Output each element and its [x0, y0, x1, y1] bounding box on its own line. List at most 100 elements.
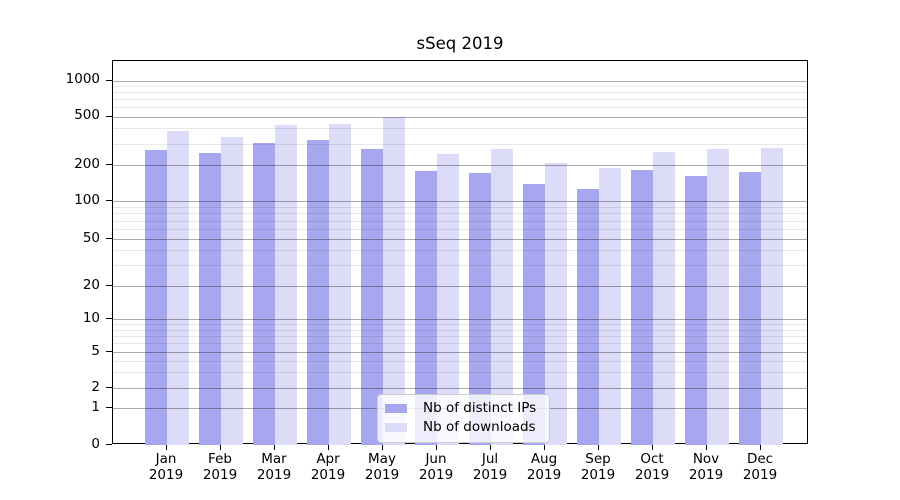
bar-nov-distinct-ips — [685, 176, 707, 445]
y-tick-mark — [106, 351, 112, 352]
bar-sep-distinct-ips — [577, 188, 599, 445]
y-tick-mark — [106, 285, 112, 286]
bar-may-downloads — [383, 117, 405, 445]
minor-gridline — [113, 343, 807, 345]
minor-gridline — [113, 335, 807, 337]
major-gridline — [113, 116, 807, 118]
bar-jun-distinct-ips — [415, 171, 437, 445]
major-gridline — [113, 80, 807, 82]
y-tick-label: 0 — [91, 435, 100, 452]
x-tick-mark — [490, 445, 491, 450]
minor-gridline — [113, 92, 807, 94]
bar-aug-distinct-ips — [523, 184, 545, 445]
y-tick-mark — [106, 115, 112, 117]
bar-may-distinct-ips — [361, 149, 383, 445]
legend-row-distinct-ips: Nb of distinct IPs — [378, 399, 549, 418]
minor-gridline — [113, 360, 807, 362]
y-tick-label: 20 — [82, 276, 100, 293]
minor-gridline — [113, 143, 807, 145]
bar-apr-downloads — [329, 124, 351, 445]
major-gridline — [113, 286, 807, 287]
y-tick-mark — [106, 407, 112, 408]
y-tick-mark — [106, 200, 112, 201]
y-tick-label: 5 — [91, 342, 100, 359]
minor-gridline — [113, 85, 807, 87]
minor-gridline — [113, 220, 807, 222]
bar-jun-downloads — [437, 153, 459, 445]
minor-gridline — [113, 250, 807, 252]
x-tick-label-jan: Jan 2019 — [148, 451, 184, 483]
major-gridline — [113, 388, 807, 389]
x-tick-label-feb: Feb 2019 — [202, 451, 238, 483]
y-tick-label: 2 — [91, 378, 100, 395]
major-gridline — [113, 352, 807, 353]
bar-oct-downloads — [653, 151, 675, 445]
y-tick-label: 500 — [74, 107, 100, 123]
y-tick-mark — [106, 79, 112, 81]
plot-area — [112, 60, 808, 445]
x-tick-mark — [706, 445, 707, 450]
x-tick-mark — [652, 445, 653, 450]
y-tick-label: 1000 — [65, 71, 100, 87]
x-tick-label-may: May 2019 — [364, 451, 400, 483]
y-tick-label: 100 — [74, 191, 100, 208]
minor-gridline — [113, 372, 807, 374]
bar-jan-downloads — [167, 130, 189, 445]
bar-nov-downloads — [707, 148, 729, 445]
x-tick-mark — [760, 445, 761, 450]
major-gridline — [113, 201, 807, 202]
x-tick-label-aug: Aug 2019 — [526, 451, 562, 483]
y-tick-label: 50 — [82, 229, 100, 246]
chart-title: sSeq 2019 — [416, 34, 504, 53]
y-tick-label: 10 — [82, 309, 100, 326]
y-tick-mark — [106, 318, 112, 319]
minor-gridline — [113, 107, 807, 109]
minor-gridline — [113, 128, 807, 130]
x-tick-mark — [544, 445, 545, 450]
bar-feb-downloads — [221, 136, 243, 445]
x-tick-label-nov: Nov 2019 — [688, 451, 724, 483]
x-tick-label-mar: Mar 2019 — [256, 451, 292, 483]
x-tick-mark — [166, 445, 167, 450]
x-tick-mark — [274, 445, 275, 450]
bar-jul-downloads — [491, 149, 513, 445]
x-tick-label-jul: Jul 2019 — [472, 451, 508, 483]
y-tick-mark — [106, 164, 112, 165]
bar-apr-distinct-ips — [307, 139, 329, 445]
minor-gridline — [113, 265, 807, 267]
bar-dec-distinct-ips — [739, 172, 761, 445]
major-gridline — [113, 319, 807, 320]
legend: Nb of distinct IPs Nb of downloads — [377, 394, 550, 443]
legend-label-distinct-ips: Nb of distinct IPs — [423, 400, 537, 416]
bar-oct-distinct-ips — [631, 170, 653, 445]
bar-jul-distinct-ips — [469, 172, 491, 445]
bar-jan-distinct-ips — [145, 150, 167, 445]
bar-mar-downloads — [275, 125, 297, 445]
bar-dec-downloads — [761, 147, 783, 445]
x-tick-mark — [328, 445, 329, 450]
bar-sep-downloads — [599, 168, 621, 445]
y-tick-label: 200 — [74, 155, 100, 172]
x-tick-mark — [382, 445, 383, 450]
y-tick-mark — [106, 444, 112, 445]
legend-label-downloads: Nb of downloads — [423, 419, 536, 435]
x-tick-mark — [598, 445, 599, 450]
x-tick-label-apr: Apr 2019 — [310, 451, 346, 483]
bar-mar-distinct-ips — [253, 143, 275, 445]
x-tick-mark — [220, 445, 221, 450]
x-tick-label-sep: Sep 2019 — [580, 451, 616, 483]
legend-swatch-downloads — [385, 423, 407, 432]
bar-aug-downloads — [545, 163, 567, 445]
x-tick-label-jun: Jun 2019 — [418, 451, 454, 483]
bar-feb-distinct-ips — [199, 153, 221, 445]
x-tick-label-dec: Dec 2019 — [742, 451, 778, 483]
minor-gridline — [113, 329, 807, 331]
legend-row-downloads: Nb of downloads — [378, 418, 549, 437]
x-tick-mark — [436, 445, 437, 450]
legend-swatch-distinct-ips — [385, 404, 407, 413]
major-gridline — [113, 239, 807, 240]
x-tick-label-oct: Oct 2019 — [634, 451, 670, 483]
y-tick-label: 1 — [91, 398, 100, 415]
minor-gridline — [113, 206, 807, 208]
